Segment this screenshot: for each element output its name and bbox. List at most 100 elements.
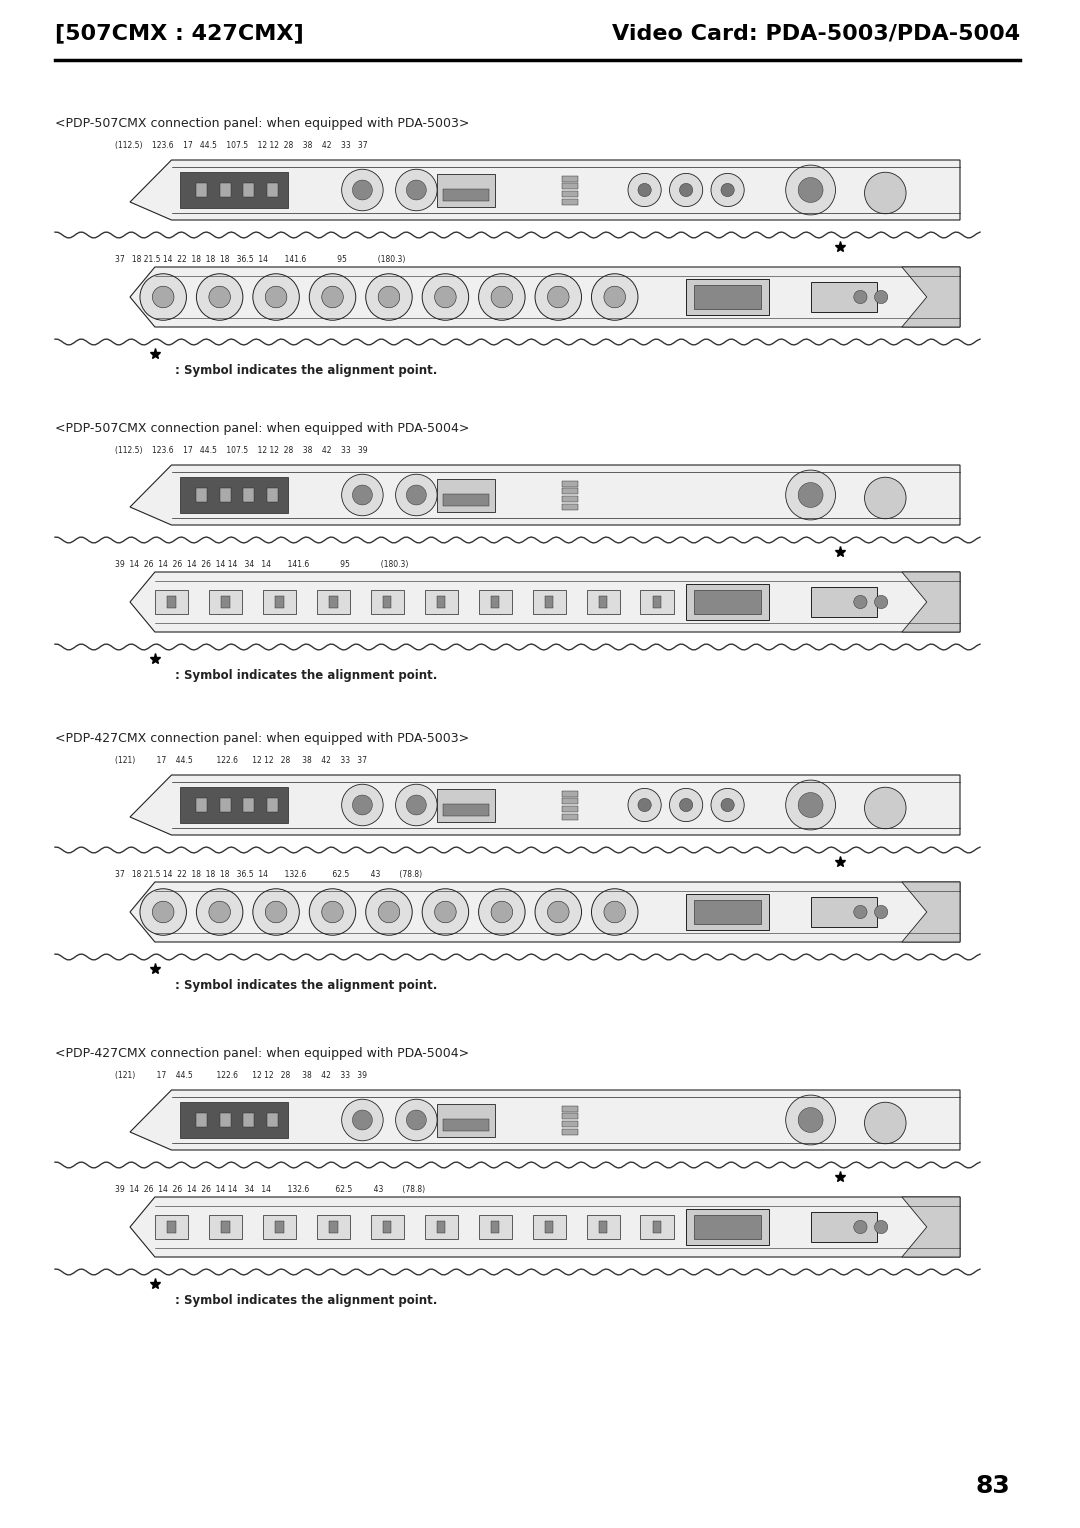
- Circle shape: [604, 286, 625, 307]
- Circle shape: [352, 180, 373, 200]
- Bar: [437, 1221, 445, 1233]
- Circle shape: [253, 889, 299, 935]
- Text: (121)         17    44.5          122.6      12 12   28     38    42    33   37: (121) 17 44.5 122.6 12 12 28 38 42 33 37: [114, 756, 367, 766]
- Bar: [267, 183, 278, 197]
- Text: (112.5)    123.6    17   44.5    107.5    12 12  28    38    42    33   39: (112.5) 123.6 17 44.5 107.5 12 12 28 38 …: [114, 446, 367, 455]
- Text: 39  14  26  14  26  14  26  14 14   34   14       132.6           62.5         4: 39 14 26 14 26 14 26 14 14 34 14 132.6 6…: [114, 1186, 426, 1193]
- Circle shape: [721, 798, 734, 811]
- Bar: [208, 1215, 242, 1239]
- Circle shape: [865, 477, 906, 518]
- Circle shape: [309, 889, 355, 935]
- Circle shape: [798, 793, 823, 817]
- Circle shape: [785, 165, 836, 215]
- Bar: [443, 494, 489, 506]
- Circle shape: [798, 177, 823, 202]
- Circle shape: [548, 902, 569, 923]
- Bar: [443, 1118, 489, 1131]
- Circle shape: [854, 906, 867, 918]
- Bar: [686, 1209, 769, 1245]
- Circle shape: [679, 183, 692, 197]
- Circle shape: [535, 274, 581, 321]
- Bar: [262, 1215, 296, 1239]
- Polygon shape: [130, 882, 960, 941]
- Bar: [195, 183, 206, 197]
- FancyBboxPatch shape: [437, 1103, 496, 1137]
- Bar: [370, 590, 404, 614]
- Text: (121)         17    44.5          122.6      12 12   28     38    42    33   39: (121) 17 44.5 122.6 12 12 28 38 42 33 39: [114, 1071, 367, 1080]
- Bar: [316, 1215, 350, 1239]
- Bar: [640, 590, 674, 614]
- Text: : Symbol indicates the alignment point.: : Symbol indicates the alignment point.: [175, 669, 437, 681]
- Circle shape: [854, 290, 867, 304]
- Text: : Symbol indicates the alignment point.: : Symbol indicates the alignment point.: [175, 979, 437, 992]
- Bar: [437, 596, 445, 608]
- Circle shape: [208, 286, 230, 307]
- FancyBboxPatch shape: [437, 478, 496, 512]
- Bar: [243, 487, 254, 503]
- Bar: [562, 1122, 578, 1128]
- Circle shape: [152, 902, 174, 923]
- Circle shape: [406, 795, 427, 814]
- Circle shape: [798, 1108, 823, 1132]
- Bar: [562, 183, 578, 189]
- Bar: [154, 590, 188, 614]
- Bar: [370, 1215, 404, 1239]
- Circle shape: [627, 788, 661, 822]
- Bar: [262, 590, 296, 614]
- Circle shape: [366, 274, 413, 321]
- Circle shape: [266, 286, 287, 307]
- Bar: [653, 1221, 661, 1233]
- Bar: [219, 798, 230, 813]
- Bar: [562, 790, 578, 796]
- Bar: [267, 487, 278, 503]
- Bar: [562, 176, 578, 182]
- Bar: [811, 1212, 877, 1242]
- Bar: [686, 584, 769, 620]
- Bar: [562, 807, 578, 813]
- Bar: [195, 798, 206, 813]
- Polygon shape: [902, 267, 960, 327]
- Bar: [545, 596, 553, 608]
- Circle shape: [785, 1096, 836, 1144]
- Bar: [478, 590, 512, 614]
- Bar: [640, 1215, 674, 1239]
- Bar: [491, 1221, 499, 1233]
- Bar: [167, 596, 176, 608]
- Bar: [443, 804, 489, 816]
- Bar: [562, 1114, 578, 1120]
- Bar: [424, 1215, 458, 1239]
- Circle shape: [711, 173, 744, 206]
- Circle shape: [592, 889, 638, 935]
- Circle shape: [854, 1221, 867, 1233]
- Bar: [811, 897, 877, 927]
- Bar: [275, 596, 284, 608]
- Bar: [221, 596, 230, 608]
- Text: (112.5)    123.6    17   44.5    107.5    12 12  28    38    42    33   37: (112.5) 123.6 17 44.5 107.5 12 12 28 38 …: [114, 141, 367, 150]
- Circle shape: [875, 290, 888, 304]
- Polygon shape: [902, 1196, 960, 1258]
- Bar: [219, 1112, 230, 1128]
- Bar: [195, 1112, 206, 1128]
- Bar: [562, 191, 578, 197]
- Text: : Symbol indicates the alignment point.: : Symbol indicates the alignment point.: [175, 364, 437, 377]
- Circle shape: [491, 902, 513, 923]
- Circle shape: [352, 484, 373, 504]
- Circle shape: [785, 781, 836, 830]
- Bar: [562, 489, 578, 495]
- Circle shape: [865, 1102, 906, 1144]
- Bar: [383, 1221, 391, 1233]
- Bar: [562, 481, 578, 486]
- Circle shape: [875, 906, 888, 918]
- Bar: [179, 1102, 287, 1138]
- Circle shape: [341, 1099, 383, 1141]
- Bar: [562, 199, 578, 205]
- Text: Video Card: PDA-5003/PDA-5004: Video Card: PDA-5003/PDA-5004: [612, 23, 1020, 43]
- Circle shape: [322, 902, 343, 923]
- FancyBboxPatch shape: [437, 788, 496, 822]
- Bar: [599, 1221, 607, 1233]
- Circle shape: [679, 798, 692, 811]
- Circle shape: [341, 474, 383, 516]
- Circle shape: [548, 286, 569, 307]
- Bar: [221, 1221, 230, 1233]
- Bar: [562, 497, 578, 503]
